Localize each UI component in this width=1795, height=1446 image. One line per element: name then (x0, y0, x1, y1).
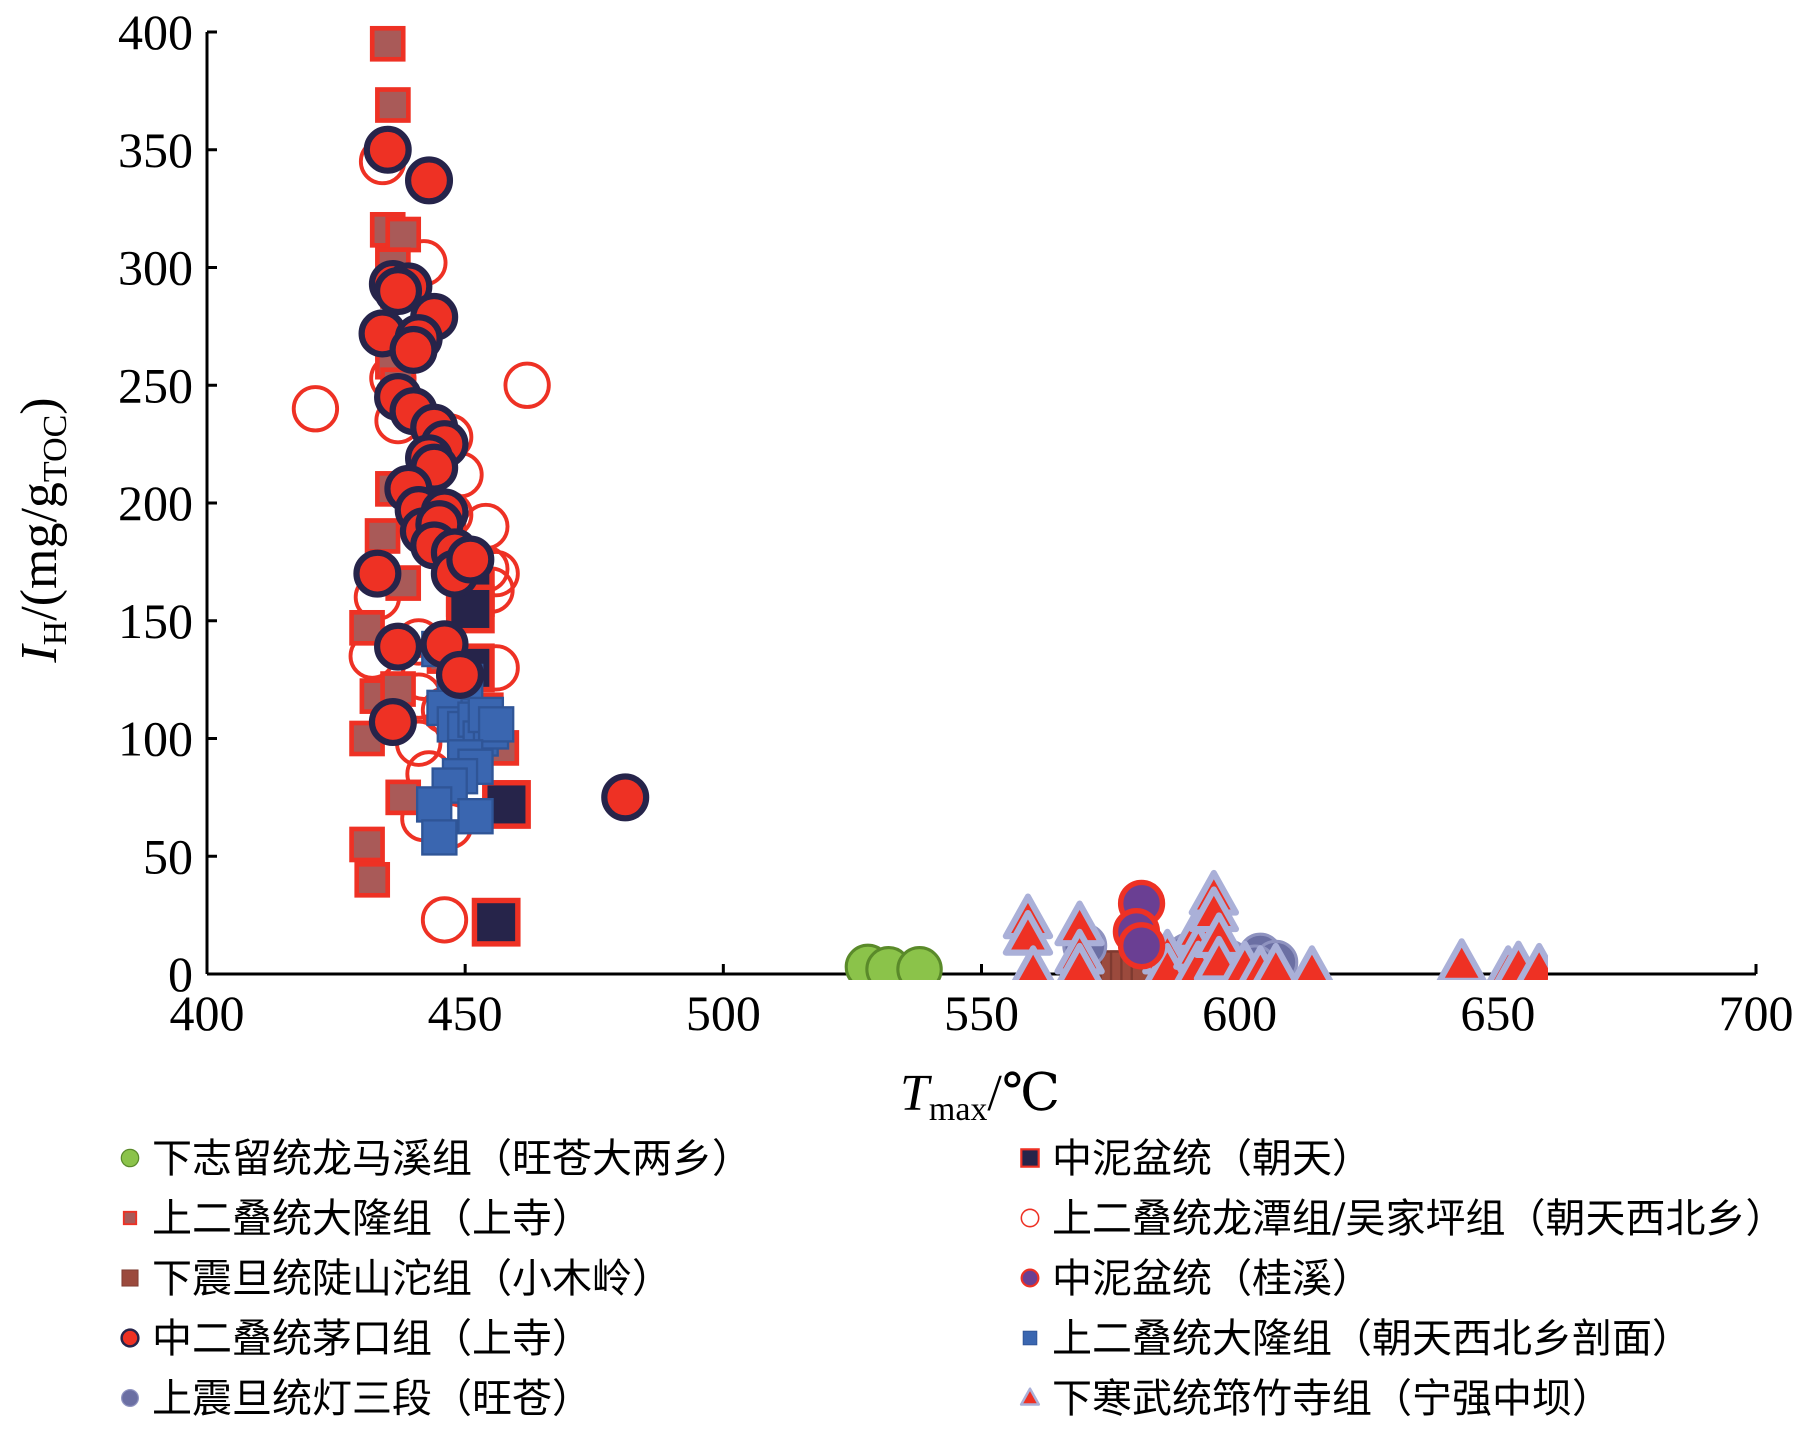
data-point (420, 896, 469, 944)
data-point (385, 216, 422, 253)
data-point (457, 798, 494, 835)
data-point (1117, 922, 1166, 970)
data-point (1595, 948, 1639, 988)
legend-label: 下震旦统陡山沱组（小木岭） (152, 1256, 672, 1302)
data-point (369, 25, 406, 62)
legend-marker (122, 1210, 138, 1226)
legend-label: 下寒武统筇竹寺组（宁强中坝） (1052, 1376, 1612, 1422)
y-tick-label: 200 (118, 475, 193, 531)
legend-label: 中泥盆统（朝天） (1052, 1136, 1372, 1182)
y-tick-label: 400 (118, 4, 193, 60)
data-point (1579, 946, 1623, 986)
data-point (389, 325, 438, 374)
legend-marker (1020, 1208, 1040, 1228)
y-tick-label: 300 (118, 240, 193, 296)
y-axis-title: IH/(mg/gTOC) (11, 397, 74, 663)
data-point (1547, 979, 1548, 980)
data-point (353, 549, 402, 598)
data-point (477, 706, 515, 743)
legend-marker (1020, 1268, 1040, 1288)
data-point (1253, 942, 1299, 980)
data-point (375, 87, 411, 123)
legend-marker (1019, 1387, 1041, 1406)
x-tick-label: 600 (1202, 985, 1277, 1041)
legend-label: 中泥盆统（桂溪） (1052, 1256, 1372, 1302)
y-tick-label: 100 (118, 711, 193, 767)
data-point (385, 779, 422, 816)
x-tick-label: 700 (1719, 985, 1794, 1041)
legend-marker (120, 1148, 140, 1168)
data-point (601, 773, 650, 822)
legend-marker (1022, 1330, 1038, 1346)
data-point (374, 622, 423, 671)
legend-label: 中二叠统茅口组（上寺） (152, 1316, 592, 1362)
x-tick-label: 650 (1460, 985, 1535, 1041)
legend-label: 上二叠统大隆组（朝天西北乡剖面） (1052, 1316, 1692, 1362)
legend-marker (1020, 1148, 1040, 1168)
x-tick-label: 550 (944, 985, 1019, 1041)
legend-label: 上震旦统灯三段（旺苍） (152, 1376, 592, 1422)
x-axis-ticks: 400 450 500 550 600 650 700 (170, 964, 1794, 1041)
data-point (349, 826, 385, 863)
data-point (1436, 938, 1487, 980)
data-point (1516, 942, 1548, 980)
data-point (1290, 945, 1334, 980)
data-point (368, 697, 417, 747)
data-point (404, 156, 454, 205)
data-point (354, 861, 391, 898)
data-point (421, 819, 458, 856)
legend-label: 上二叠统大隆组（上寺） (152, 1196, 592, 1242)
legend-marker (120, 1328, 140, 1348)
data-point (291, 385, 340, 433)
y-tick-label: 350 (118, 122, 193, 178)
y-tick-label: 50 (143, 828, 193, 884)
y-tick-label: 0 (168, 946, 193, 1002)
legend-label: 上二叠统龙潭组/吴家坪组（朝天西北乡） (1052, 1196, 1785, 1242)
y-axis-ticks: 0 50 100 150 200 250 300 350 400 (118, 4, 217, 1002)
data-point (363, 125, 412, 174)
data-point (896, 946, 943, 980)
data-points (291, 25, 1639, 988)
legend-label: 下志留统龙马溪组（旺苍大两乡） (152, 1136, 752, 1182)
data-point (1057, 942, 1103, 980)
data-point (364, 518, 401, 554)
data-point (374, 267, 423, 316)
legend: 下志留统龙马溪组（旺苍大两乡） 中泥盆统（朝天） 上二叠统大隆组（上寺） 上二叠统龙潭… (120, 1136, 1785, 1422)
data-point (1011, 945, 1055, 980)
legend-marker (121, 1269, 139, 1287)
x-axis-title: Tmax/℃ (900, 1065, 1060, 1128)
data-point (503, 361, 551, 409)
x-tick-label: 400 (170, 985, 245, 1041)
legend-marker (121, 1389, 139, 1407)
data-point (435, 650, 485, 699)
x-tick-label: 450 (428, 985, 503, 1041)
y-tick-label: 250 (118, 357, 193, 413)
x-tick-label: 500 (686, 985, 761, 1041)
data-point (1558, 946, 1602, 986)
data-point (415, 786, 453, 823)
y-tick-label: 150 (118, 593, 193, 649)
data-point (446, 535, 495, 584)
data-point (471, 897, 521, 947)
